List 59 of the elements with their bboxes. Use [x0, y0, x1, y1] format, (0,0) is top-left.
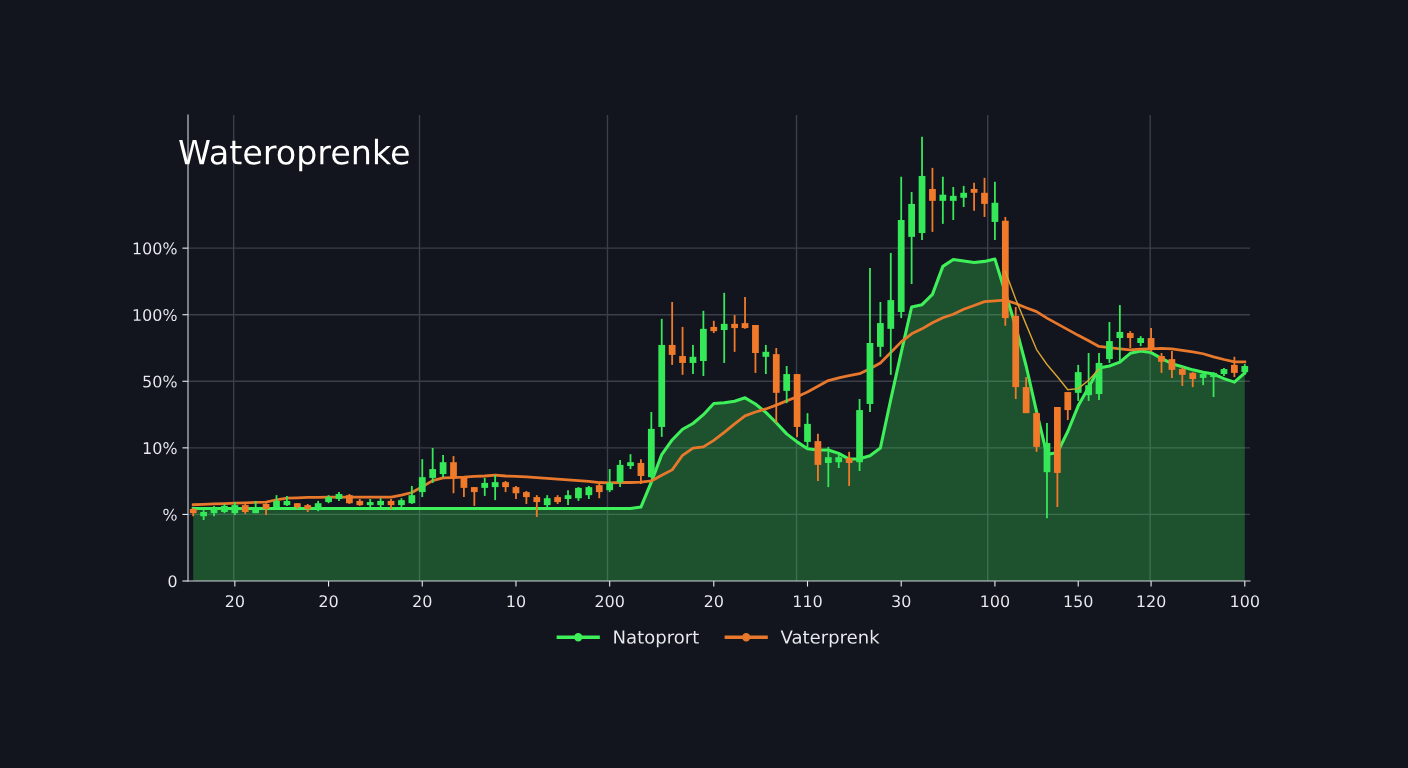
candlestick — [783, 365, 791, 405]
x-tick-label: 20 — [704, 595, 723, 608]
candlestick — [429, 447, 437, 484]
x-tick-label: 150 — [1064, 595, 1093, 608]
candlestick — [481, 477, 489, 497]
candlestick — [439, 454, 447, 479]
candlestick — [939, 175, 947, 225]
candlestick — [418, 458, 426, 498]
candlestick — [450, 455, 457, 495]
text: 100% — [133, 308, 177, 322]
x-tick-label: 200 — [595, 595, 624, 608]
legend-label: Natoprort — [614, 630, 699, 648]
text: 0 — [168, 575, 177, 588]
candlestick — [1178, 366, 1186, 387]
candlestick — [1085, 352, 1092, 402]
x-tick-label: 20 — [319, 595, 338, 608]
text: 50% — [143, 375, 177, 388]
candlestick — [491, 474, 499, 502]
candlestick — [960, 184, 968, 208]
candlestick — [533, 494, 541, 518]
candlestick — [408, 485, 416, 505]
candlestick — [1106, 321, 1113, 364]
candlestick — [1074, 363, 1082, 402]
text: 10% — [143, 442, 177, 455]
candlestick — [981, 176, 988, 218]
candlestick — [970, 181, 978, 212]
candlestick — [1064, 391, 1072, 421]
candlestick — [1210, 371, 1217, 398]
x-tick-label: 10 — [507, 595, 526, 608]
x-tick-label: 110 — [794, 595, 822, 608]
candlestick — [877, 301, 884, 358]
candlestick — [1147, 327, 1155, 353]
candlestick — [1231, 355, 1238, 379]
candlestick — [845, 450, 853, 487]
candlestick — [668, 301, 676, 366]
candlestick — [606, 468, 614, 493]
x-tick-label: 100 — [981, 595, 1010, 608]
x-tick-label: 20 — [413, 595, 432, 608]
candlestick — [824, 445, 832, 489]
candlestick — [1158, 352, 1165, 374]
candlestick — [949, 186, 957, 221]
candlestick — [1168, 350, 1176, 379]
candlestick — [720, 291, 728, 364]
legend-label: Vaterprenk — [780, 629, 880, 648]
text: % — [163, 508, 177, 521]
x-tick-label: 100 — [1231, 595, 1259, 608]
candlestick — [460, 476, 468, 498]
text: 100% — [133, 242, 177, 255]
x-tick-label: 120 — [1137, 595, 1166, 608]
candlestick — [470, 486, 478, 507]
candlestick — [762, 344, 770, 375]
candlestick — [679, 326, 686, 376]
candlestick — [929, 166, 936, 233]
x-tick-label: 20 — [225, 595, 244, 608]
candlestick — [1116, 304, 1124, 363]
candlestick — [731, 314, 738, 353]
x-tick-label: 30 — [892, 595, 911, 608]
chart-title: Wateroprenke — [179, 138, 409, 172]
candlestick — [804, 412, 811, 451]
